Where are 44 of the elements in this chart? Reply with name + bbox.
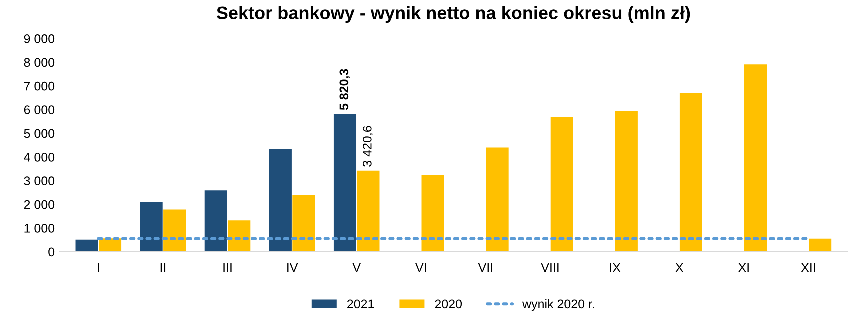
y-tick-label: 5 000 (24, 129, 55, 138)
x-tick-label: VII (478, 264, 492, 272)
x-tick-label: XI (738, 264, 749, 272)
y-tick-label: 9 000 (24, 34, 55, 44)
bar (486, 148, 509, 252)
y-tick-label: 8 000 (24, 58, 55, 68)
x-tick-label: VI (416, 264, 426, 272)
legend-label: 2020 (435, 300, 462, 309)
bar (680, 93, 702, 252)
y-tick-label: 2 000 (24, 200, 55, 210)
chart-title: Sektor bankowy - wynik netto na koniec okresu (mln zł) (216, 6, 690, 24)
x-tick-label: IX (610, 264, 621, 272)
x-tick-label: I (98, 264, 100, 272)
bar (334, 114, 357, 252)
bar (228, 220, 251, 252)
bar (422, 175, 444, 252)
data-label: 3 420,6 (362, 126, 374, 167)
bar (744, 64, 768, 252)
x-tick-label: II (160, 264, 166, 272)
x-tick-label: XII (801, 264, 816, 272)
x-tick-label: IV (288, 264, 298, 272)
x-tick-label: V (352, 264, 361, 272)
x-tick-label: VIII (541, 264, 559, 272)
bar (140, 202, 163, 252)
bar (204, 190, 228, 252)
bar (357, 170, 380, 252)
y-tick-label: 3 000 (24, 176, 55, 186)
bar (615, 111, 638, 252)
legend-label: wynik 2020 r. (522, 299, 594, 312)
legend-label: 2021 (348, 300, 374, 309)
bar (164, 210, 186, 252)
bar (292, 195, 316, 252)
y-tick-label: 6 000 (24, 106, 55, 114)
y-tick-label: 0 (48, 248, 55, 257)
y-tick-label: 7 000 (24, 82, 55, 91)
data-label: 5 820,3 (340, 69, 350, 110)
x-tick-label: III (224, 264, 232, 272)
bar (809, 238, 832, 252)
y-tick-label: 1 000 (24, 224, 55, 233)
x-tick-label: X (676, 264, 684, 272)
bar (76, 240, 98, 252)
bar (269, 149, 292, 252)
bar (550, 117, 574, 252)
y-tick-label: 4 000 (24, 152, 55, 162)
